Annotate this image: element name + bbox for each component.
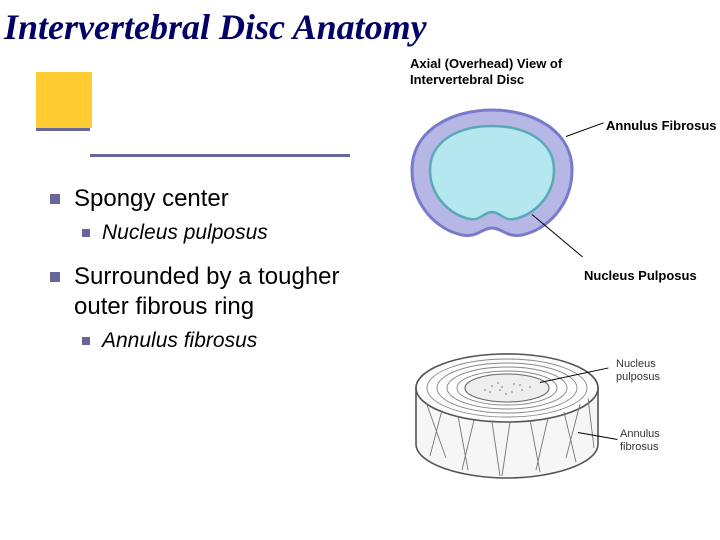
list-text: Spongy center [74, 184, 229, 214]
list-text: Nucleus pulposus [102, 220, 268, 246]
page-title: Intervertebral Disc Anatomy [0, 0, 720, 48]
decor-square [36, 72, 92, 128]
list-item: Surrounded by a tougher outer fibrous ri… [50, 262, 370, 322]
label-nucleus-pulposus-bottom: Nucleus pulposus [616, 358, 676, 383]
list-item: Nucleus pulposus [82, 220, 370, 246]
decor-line-long [90, 154, 350, 157]
list-text: Annulus fibrosus [102, 328, 257, 354]
decor-line-short [36, 128, 90, 131]
bullet-icon [82, 229, 90, 237]
label-nucleus-pulposus-top: Nucleus Pulposus [584, 268, 697, 283]
list-item: Spongy center [50, 184, 370, 214]
label-annulus-fibrosus-bottom: Annulus fibrosus [620, 428, 676, 453]
bullet-list: Spongy center Nucleus pulposus Surrounde… [50, 184, 370, 371]
list-text: Surrounded by a tougher outer fibrous ri… [74, 262, 370, 322]
nucleus-region [465, 374, 549, 402]
disc-3d-diagram [402, 340, 612, 490]
bullet-icon [82, 337, 90, 345]
nucleus-inner-shape [430, 126, 554, 219]
bullet-icon [50, 194, 60, 204]
label-annulus-fibrosus-top: Annulus Fibrosus [606, 118, 717, 133]
bullet-icon [50, 272, 60, 282]
figure-caption-top: Axial (Overhead) View of Intervertebral … [410, 56, 600, 89]
list-item: Annulus fibrosus [82, 328, 370, 354]
disc-axial-diagram [392, 100, 592, 250]
